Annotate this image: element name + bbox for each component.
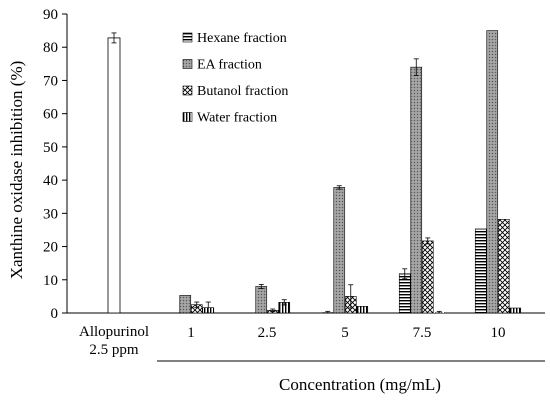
y-tick-label: 80 <box>43 40 58 56</box>
y-tick-label: 0 <box>51 306 59 322</box>
legend-label: Hexane fraction <box>197 31 287 46</box>
y-tick-label: 70 <box>43 73 58 89</box>
y-tick-label: 90 <box>43 7 58 23</box>
bar <box>256 286 267 313</box>
y-tick-label: 40 <box>43 173 58 189</box>
bar <box>510 308 521 313</box>
legend-swatch <box>183 33 192 42</box>
x-tick-label: 1 <box>187 325 195 341</box>
y-tick-label: 30 <box>43 206 58 222</box>
x-tick-label: 10 <box>491 325 506 341</box>
x-tick-label-control-line2: 2.5 ppm <box>89 342 139 358</box>
axes-layer <box>62 14 545 361</box>
y-tick-label: 50 <box>43 140 58 156</box>
bar <box>334 187 345 313</box>
bars-layer <box>108 31 521 313</box>
control-bar <box>108 38 120 313</box>
bar <box>475 229 486 313</box>
x-tick-label: 7.5 <box>413 325 432 341</box>
error-bar <box>325 311 330 313</box>
bar <box>422 241 433 313</box>
x-tick-label: 2.5 <box>258 325 277 341</box>
x-tick-label-control-line1: Allopurinol <box>79 324 149 340</box>
x-tick-label: 5 <box>341 325 349 341</box>
legend-swatch <box>183 60 192 69</box>
legend-swatch <box>183 113 192 122</box>
y-axis-title: Xanthine oxidase inhibition (%) <box>7 61 26 280</box>
bar <box>180 295 191 313</box>
legend-swatch <box>183 86 192 95</box>
bar <box>411 67 422 313</box>
bar <box>399 274 410 313</box>
legend: Hexane fraction EA fraction Butanol fracti… <box>183 31 288 126</box>
legend-label: EA fraction <box>197 58 262 73</box>
bar <box>357 306 368 313</box>
error-bar <box>437 311 442 313</box>
legend-label: Water fraction <box>197 111 277 126</box>
y-tick-label: 60 <box>43 107 58 123</box>
legend-label: Butanol fraction <box>197 84 288 99</box>
x-axis-title: Concentration (mg/mL) <box>279 375 441 394</box>
y-tick-label: 20 <box>43 240 58 256</box>
y-tick-label: 10 <box>43 273 58 289</box>
bar <box>487 31 498 313</box>
bar <box>498 219 509 313</box>
